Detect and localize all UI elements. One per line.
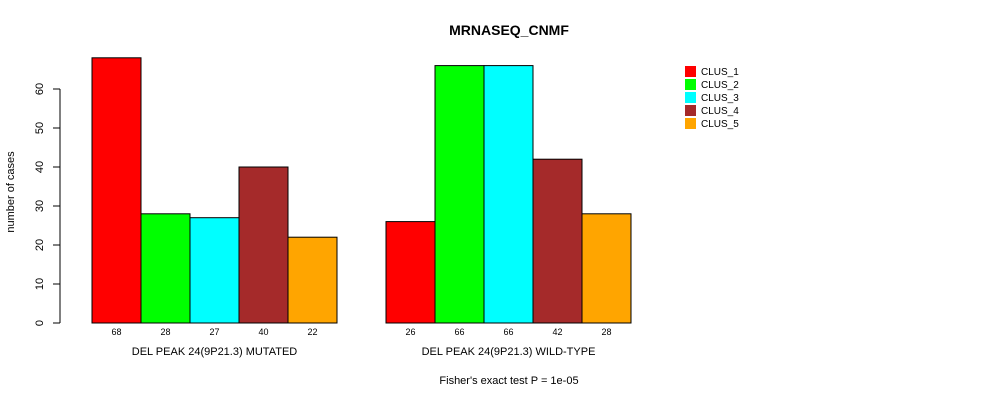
legend-swatch	[685, 66, 696, 77]
bar-clus-3	[483, 65, 534, 324]
data-label: 42	[552, 327, 562, 337]
data-label: 28	[601, 327, 611, 337]
legend: CLUS_1 CLUS_2 CLUS_3 CLUS_4 CLUS_5	[685, 66, 739, 130]
legend-swatch	[685, 92, 696, 103]
legend-swatch	[685, 118, 696, 129]
bar-clus-1	[91, 57, 142, 324]
bar-clus-4	[532, 158, 583, 324]
bar-clus-5	[581, 213, 632, 324]
y-tick-label: 10	[34, 278, 46, 290]
y-axis: 0 10 20 30 40 50 60	[34, 83, 61, 326]
y-tick-label: 60	[34, 83, 46, 95]
y-tick-label: 40	[34, 161, 46, 173]
legend-label: CLUS_5	[701, 119, 739, 130]
data-label: 27	[209, 327, 219, 337]
data-label: 28	[160, 327, 170, 337]
bars: 68 26 28 66 27 66 40 42 22 28	[91, 57, 632, 337]
bar-clus-2	[434, 65, 485, 324]
bar-clus-3	[189, 217, 240, 324]
y-tick-label: 30	[34, 200, 46, 212]
chart-title: MRNASEQ_CNMF	[449, 22, 569, 38]
legend-swatch	[685, 105, 696, 116]
group-label: DEL PEAK 24(9P21.3) MUTATED	[132, 346, 298, 358]
legend-swatch	[685, 79, 696, 90]
bar-clus-4	[238, 166, 289, 324]
data-label: 26	[405, 327, 415, 337]
y-tick-label: 0	[34, 320, 46, 326]
bar-clus-2	[140, 213, 191, 324]
data-label: 68	[111, 327, 121, 337]
legend-label: CLUS_4	[701, 106, 739, 117]
footnote: Fisher's exact test P = 1e-05	[439, 375, 578, 387]
legend-label: CLUS_3	[701, 93, 739, 104]
data-label: 66	[503, 327, 513, 337]
y-axis-label: number of cases	[5, 151, 17, 233]
y-tick-label: 50	[34, 122, 46, 134]
group-labels: DEL PEAK 24(9P21.3) MUTATED DEL PEAK 24(9…	[132, 346, 596, 358]
data-label: 22	[307, 327, 317, 337]
data-label: 40	[258, 327, 268, 337]
group-label: DEL PEAK 24(9P21.3) WILD-TYPE	[422, 346, 596, 358]
y-tick-label: 20	[34, 239, 46, 251]
bar-clus-5	[287, 236, 338, 324]
legend-label: CLUS_1	[701, 67, 739, 78]
legend-label: CLUS_2	[701, 80, 739, 91]
bar-clus-1	[385, 221, 436, 324]
data-label: 66	[454, 327, 464, 337]
